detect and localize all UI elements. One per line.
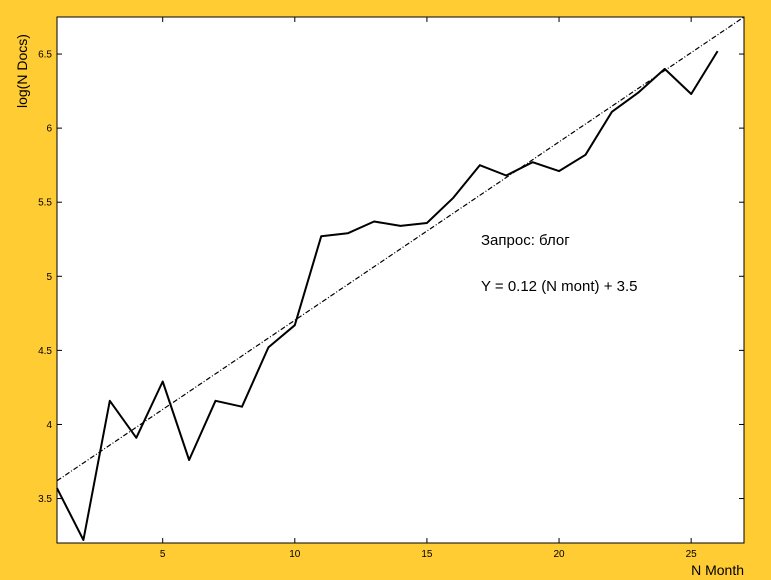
annotation-equation: Y = 0.12 (N mont) + 3.5 (481, 278, 637, 295)
x-tick-label-3: 20 (553, 549, 565, 560)
annotation-query: Запрос: блог (481, 232, 570, 249)
y-tick-label-2: 4.5 (38, 346, 52, 357)
x-axis-title: N Month (691, 562, 744, 578)
x-tick-label-0: 5 (160, 549, 166, 560)
trend-line (56, 16, 745, 482)
x-tick-label-2: 15 (421, 549, 433, 560)
plot-area (56, 16, 745, 544)
y-tick-label-5: 6 (46, 124, 52, 135)
x-tick-label-4: 25 (686, 549, 698, 560)
y-axis-ticks: 3.5 4 4.5 5 5.5 6 6.5 (38, 50, 744, 505)
y-tick-label-0: 3.5 (38, 494, 52, 505)
y-tick-label-3: 5 (46, 272, 52, 283)
data-series-line (56, 50, 719, 541)
x-axis-ticks: 5 10 15 20 25 (160, 17, 697, 560)
series-layer (56, 16, 745, 541)
x-tick-label-1: 10 (289, 549, 301, 560)
y-tick-label-1: 4 (46, 420, 52, 431)
y-tick-label-6: 6.5 (38, 50, 52, 61)
y-axis-title: log(N Docs) (14, 34, 30, 108)
y-tick-label-4: 5.5 (38, 198, 52, 209)
